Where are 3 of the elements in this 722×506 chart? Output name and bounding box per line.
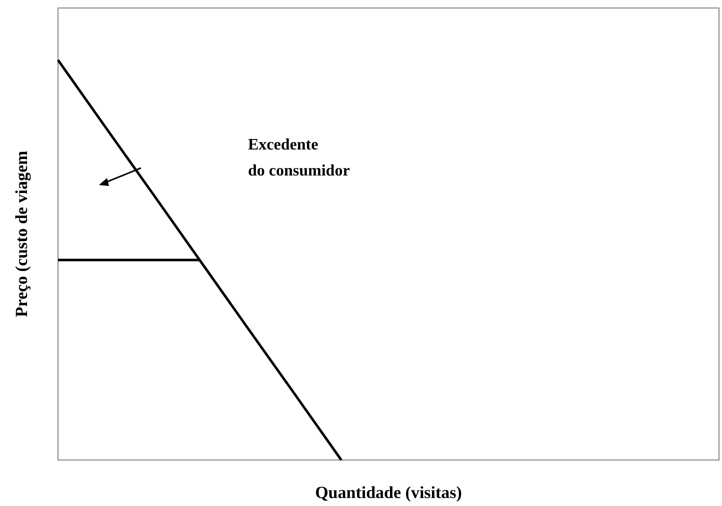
annotation: Excedente do consumidor (248, 136, 350, 180)
x-axis-title: Quantidade (visitas) (315, 483, 462, 502)
y-axis-title: Preço (custo de viagem (12, 150, 31, 318)
